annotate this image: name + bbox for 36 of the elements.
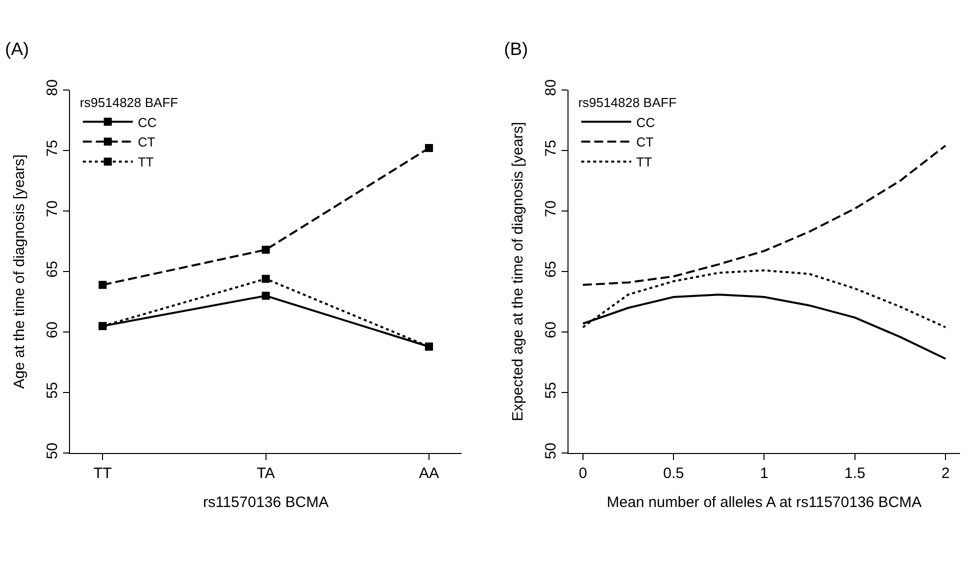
y-tick-label: 70 bbox=[44, 200, 61, 218]
x-axis-title: Mean number of alleles A at rs11570136 BCMA bbox=[606, 494, 922, 512]
y-tick-label: 50 bbox=[542, 442, 560, 460]
legend-title: rs9514828 BAFF bbox=[80, 94, 178, 110]
y-tick-label: 75 bbox=[44, 140, 61, 157]
y-tick-label: 50 bbox=[44, 442, 61, 460]
legend-label: CT bbox=[636, 134, 654, 150]
x-tick-label: AA bbox=[418, 465, 439, 482]
legend-label: TT bbox=[138, 154, 154, 170]
legend-label: TT bbox=[636, 154, 652, 170]
y-tick-label: 55 bbox=[44, 382, 61, 399]
y-tick-label: 70 bbox=[542, 200, 560, 218]
y-tick-label: 60 bbox=[542, 322, 560, 338]
legend-label: CC bbox=[636, 114, 656, 130]
y-tick-label: 60 bbox=[44, 322, 61, 338]
y-tick-label: 80 bbox=[44, 79, 61, 96]
x-tick-label: 1.5 bbox=[844, 465, 866, 482]
y-tick-label: 55 bbox=[542, 382, 560, 399]
x-tick-label: 2 bbox=[941, 465, 950, 482]
x-axis-title: rs11570136 BCMA bbox=[202, 494, 329, 512]
y-axis-title: Expected age at the time of diagnosis [years] bbox=[510, 122, 527, 422]
x-tick-label: 1 bbox=[760, 465, 768, 482]
x-tick-label: 0.5 bbox=[663, 465, 684, 482]
chart-title: (B) bbox=[504, 39, 528, 59]
y-tick-label: 65 bbox=[542, 260, 560, 278]
chart-title: (A) bbox=[5, 39, 29, 59]
x-tick-label: TA bbox=[256, 465, 275, 482]
legend-label: CT bbox=[138, 134, 156, 150]
legend-title: rs9514828 BAFF bbox=[578, 94, 677, 110]
y-axis-title: Age at the time of diagnosis [years] bbox=[11, 154, 28, 389]
legend-label: CC bbox=[138, 114, 157, 130]
x-tick-label: TT bbox=[93, 465, 112, 482]
y-tick-label: 65 bbox=[44, 260, 61, 278]
y-tick-label: 75 bbox=[542, 140, 560, 157]
x-tick-label: 0 bbox=[578, 465, 588, 482]
y-tick-label: 80 bbox=[542, 79, 560, 96]
